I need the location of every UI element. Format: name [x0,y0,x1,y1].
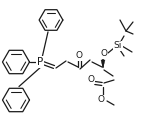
Text: P: P [37,57,43,67]
Text: O: O [97,96,104,105]
Text: O: O [88,75,95,83]
Text: Si: Si [114,41,122,51]
Text: O: O [75,51,82,61]
Polygon shape [101,60,105,68]
Text: O: O [100,50,108,59]
